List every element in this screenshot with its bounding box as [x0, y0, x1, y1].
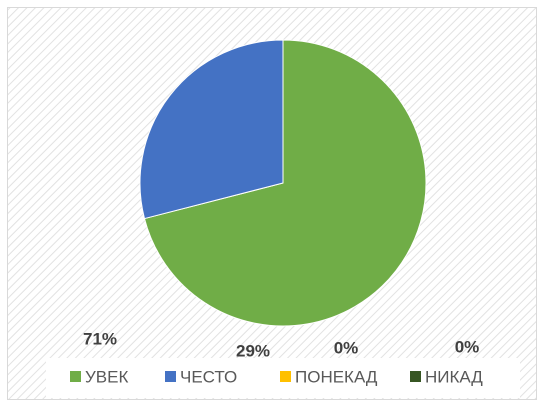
legend-swatch — [280, 371, 291, 382]
legend-swatch — [165, 371, 176, 382]
legend-label: ПОНЕКАД — [295, 367, 378, 386]
data-label: 0% — [455, 337, 480, 356]
legend-swatch — [410, 371, 421, 382]
legend-swatch — [70, 371, 81, 382]
pie — [139, 39, 427, 327]
data-label: 71% — [83, 329, 117, 348]
pie-slice — [139, 39, 284, 220]
legend: УВЕК ЧЕСТО ПОНЕКАД НИКАД — [70, 367, 483, 386]
data-label: 29% — [236, 341, 270, 360]
legend-label: ЧЕСТО — [180, 367, 237, 386]
data-labels: 71% 29% 0% 0% — [83, 329, 479, 360]
legend-label: УВЕК — [85, 367, 128, 386]
legend-label: НИКАД — [425, 367, 483, 386]
pie-slice — [143, 39, 427, 327]
data-label: 0% — [334, 338, 359, 357]
